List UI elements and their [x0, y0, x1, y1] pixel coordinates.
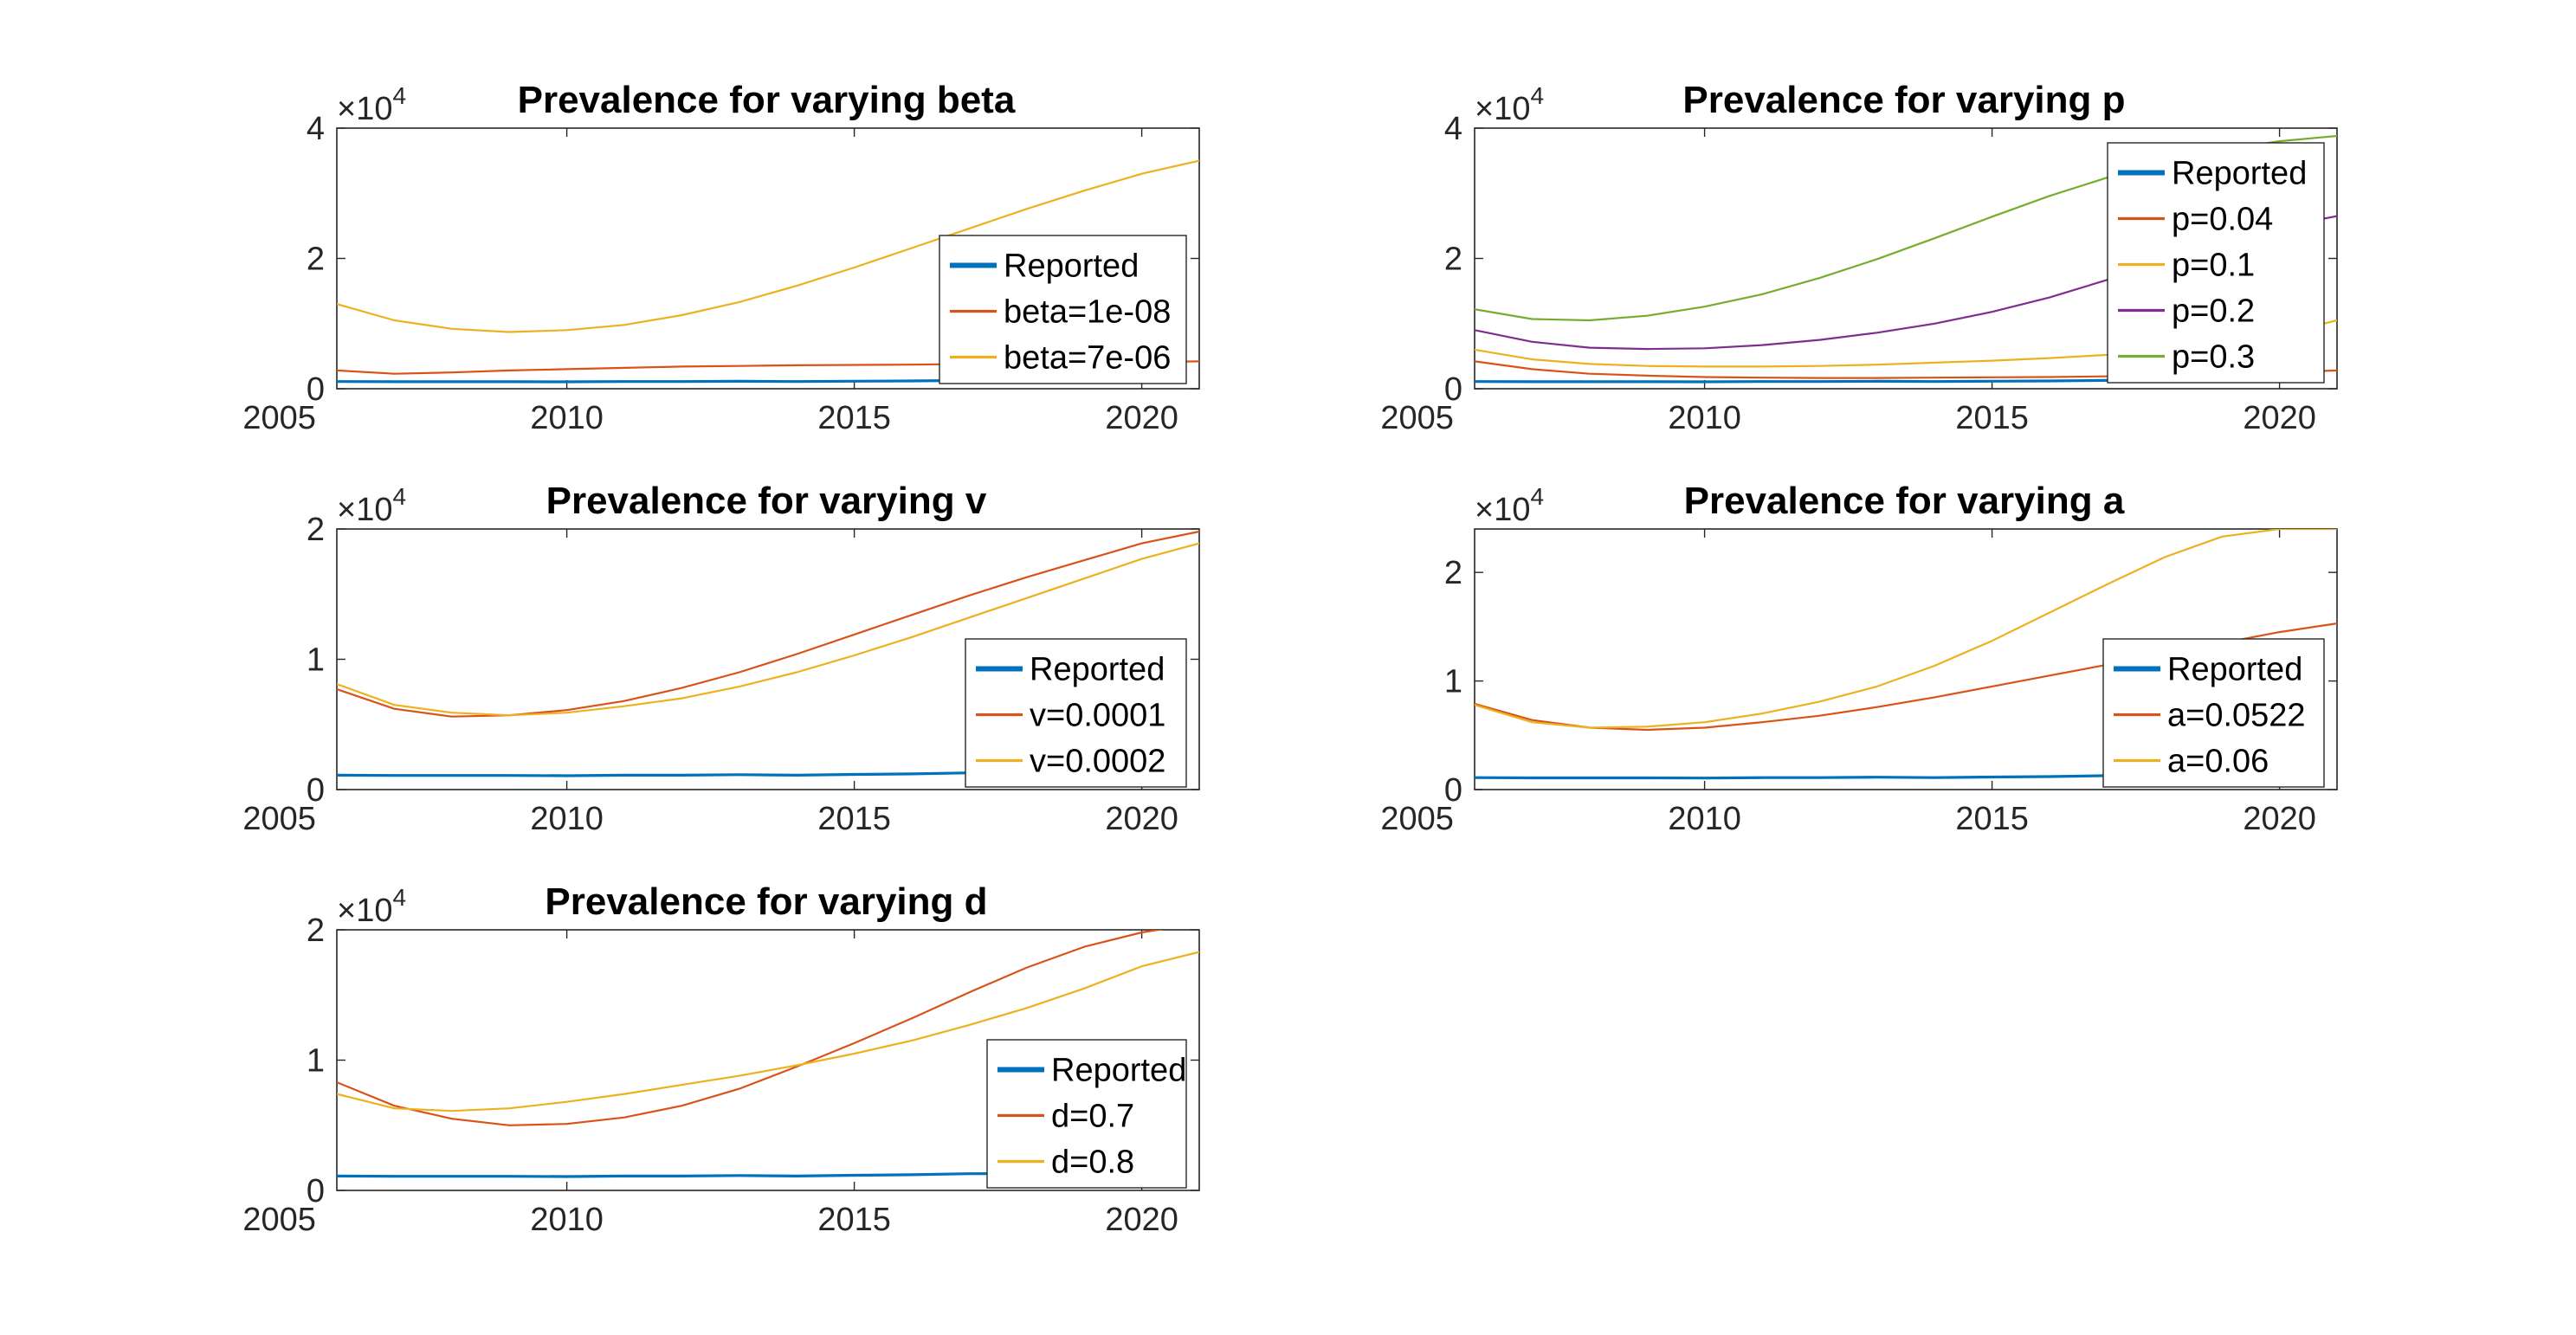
exponent-base: ×10 [337, 91, 392, 127]
legend-label: p=0.2 [2172, 293, 2255, 330]
x-tick-label: 2005 [1380, 400, 1454, 436]
exponent-power: 4 [392, 884, 406, 911]
exponent-power: 4 [1530, 483, 1544, 510]
legend-label: Reported [1051, 1053, 1186, 1089]
legend: Reported p=0.04 p=0.1 p=0.2 p=0.3 [2107, 142, 2325, 384]
legend-label: Reported [1004, 248, 1139, 285]
x-tick-label: 2015 [817, 801, 891, 837]
y-tick-label: 2 [1444, 242, 1462, 278]
x-tick-label: 2015 [817, 400, 891, 436]
x-tick-label: 2020 [2243, 400, 2316, 436]
chart-title: Prevalence for varying a [1684, 480, 2125, 522]
x-tick-label: 2005 [242, 801, 316, 837]
legend-box [965, 638, 1187, 788]
x-tick-label: 2010 [530, 400, 604, 436]
legend: Reported a=0.0522 a=0.06 [2102, 638, 2325, 788]
series-line-2 [1475, 529, 2337, 729]
y-tick-label: 0 [307, 1173, 325, 1209]
y-tick-label: 2 [307, 242, 325, 278]
exponent-power: 4 [392, 483, 406, 510]
legend-label: p=0.3 [2172, 339, 2255, 376]
y-tick-label: 0 [1444, 772, 1462, 809]
y-exponent-label: ×104 [1475, 82, 1544, 127]
x-tick-label: 2020 [1105, 801, 1178, 837]
legend-label: p=0.1 [2172, 248, 2255, 284]
legend-label: a=0.06 [2167, 744, 2269, 780]
y-tick-label: 1 [307, 642, 325, 679]
legend-label: beta=1e-08 [1004, 294, 1171, 331]
legend-label: v=0.0002 [1030, 744, 1165, 780]
series-line-2 [337, 951, 1199, 1112]
y-tick-label: 0 [307, 371, 325, 408]
x-tick-label: 2010 [1668, 801, 1741, 837]
y-exponent-label: ×104 [1475, 483, 1544, 528]
series-line-1 [337, 530, 1199, 718]
legend-box [939, 235, 1187, 384]
legend-label: beta=7e-06 [1004, 340, 1171, 377]
legend: Reported d=0.7 d=0.8 [986, 1039, 1187, 1189]
legend-label: Reported [2172, 156, 2307, 192]
panel-5: 2005 2010 2015 2020 0 1 2 ×104 Prevalence for va… [242, 880, 1200, 1238]
y-tick-label: 2 [307, 512, 325, 548]
legend-box [2107, 142, 2325, 384]
y-exponent-label: ×104 [337, 884, 406, 929]
legend-label: Reported [2167, 652, 2302, 688]
panel-4: 2005 2010 2015 2020 0 1 2 ×104 Prevalence for va… [1380, 480, 2338, 837]
x-tick-label: 2010 [1668, 400, 1741, 436]
y-tick-label: 1 [307, 1043, 325, 1080]
y-tick-label: 2 [307, 913, 325, 949]
chart-title: Prevalence for varying v [546, 480, 987, 522]
series-line-2 [337, 159, 1199, 333]
x-tick-label: 2005 [242, 1202, 316, 1238]
exponent-base: ×10 [1475, 91, 1530, 127]
y-exponent-label: ×104 [337, 82, 406, 127]
exponent-base: ×10 [337, 492, 392, 528]
y-tick-label: 2 [1444, 555, 1462, 591]
exponent-base: ×10 [337, 893, 392, 929]
x-tick-label: 2015 [817, 1202, 891, 1238]
y-tick-label: 1 [1444, 664, 1462, 700]
y-tick-label: 4 [1444, 111, 1462, 147]
chart-title: Prevalence for varying d [545, 880, 987, 923]
exponent-base: ×10 [1475, 492, 1530, 528]
legend: Reported beta=1e-08 beta=7e-06 [939, 235, 1187, 384]
exponent-power: 4 [392, 82, 406, 109]
legend-box [2102, 638, 2325, 788]
x-tick-label: 2010 [530, 1202, 604, 1238]
legend-label: d=0.7 [1051, 1099, 1134, 1135]
x-tick-label: 2015 [1955, 400, 2029, 436]
x-tick-label: 2020 [2243, 801, 2316, 837]
legend-label: a=0.0522 [2167, 698, 2306, 734]
legend-label: Reported [1030, 652, 1165, 688]
y-tick-label: 4 [307, 111, 325, 147]
series-line-1 [337, 930, 1165, 1126]
exponent-power: 4 [1530, 82, 1544, 109]
y-tick-label: 0 [1444, 371, 1462, 408]
legend-label: p=0.04 [2172, 202, 2273, 238]
chart-title: Prevalence for varying p [1682, 79, 2125, 121]
x-tick-label: 2015 [1955, 801, 2029, 837]
x-tick-label: 2020 [1105, 1202, 1178, 1238]
x-tick-label: 2005 [1380, 801, 1454, 837]
legend-box [986, 1039, 1187, 1189]
legend: Reported v=0.0001 v=0.0002 [965, 638, 1187, 788]
x-tick-label: 2010 [530, 801, 604, 837]
x-tick-label: 2005 [242, 400, 316, 436]
series-line-2 [337, 542, 1199, 717]
y-tick-label: 0 [307, 772, 325, 809]
legend-label: d=0.8 [1051, 1145, 1134, 1181]
y-exponent-label: ×104 [337, 483, 406, 528]
legend-label: v=0.0001 [1030, 698, 1165, 734]
x-tick-label: 2020 [1105, 400, 1178, 436]
panel-3: 2005 2010 2015 2020 0 1 2 ×104 Prevalence for va… [242, 480, 1200, 837]
chart-title: Prevalence for varying beta [518, 79, 1016, 121]
